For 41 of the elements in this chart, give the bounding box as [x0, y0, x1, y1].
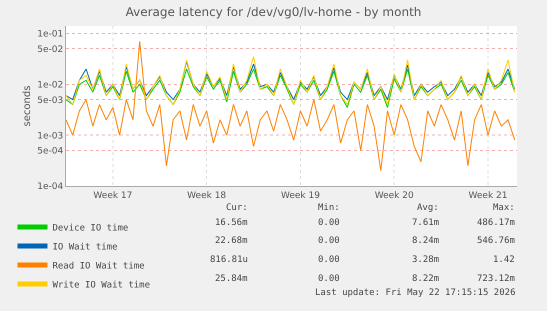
- y-tick-label: 1e-01: [37, 30, 64, 40]
- legend-label: Device IO time: [52, 224, 128, 234]
- legend-label: Write IO Wait time: [52, 280, 150, 291]
- x-tick-label: Week 21: [468, 190, 508, 201]
- y-axis-title: seconds: [22, 86, 34, 126]
- text: 8.24m: [412, 236, 440, 246]
- x-tick-label: Week 18: [187, 190, 226, 201]
- text: 723.12m: [477, 274, 515, 284]
- y-tick-label: 5e-04: [37, 146, 64, 157]
- y-tick-label: 5e-02: [37, 44, 64, 55]
- text: 22.68m: [215, 236, 248, 246]
- line-series: [66, 68, 516, 108]
- text: 0.00: [318, 236, 340, 246]
- text: 816.81u: [210, 255, 248, 265]
- y-tick-label: 1e-02: [37, 80, 64, 90]
- text: 0.00: [318, 274, 340, 284]
- x-tick-label: Week 20: [374, 190, 414, 201]
- text: 8.22m: [412, 274, 440, 284]
- y-tick-label: 1e-04: [37, 182, 64, 192]
- text: 486.17m: [477, 218, 515, 228]
- text: 25.84m: [215, 274, 248, 284]
- text: 7.61m: [412, 218, 440, 228]
- text: Cur:: [226, 203, 248, 213]
- x-tick-label: Week 19: [280, 190, 320, 201]
- chart-title: Average latency for /dev/vg0/lv-home - by month: [126, 5, 422, 20]
- y-tick-label: 5e-03: [37, 96, 64, 106]
- text: 16.56m: [215, 218, 248, 228]
- text: Last update: Fri May 22 17:15:15 2026: [315, 288, 516, 298]
- y-tick-label: 1e-03: [37, 131, 64, 142]
- text: 0.00: [318, 255, 340, 265]
- text: Avg:: [417, 203, 439, 213]
- x-tick-label: Week 17: [93, 190, 132, 201]
- text: 3.28m: [412, 255, 440, 265]
- text: 1.42: [493, 255, 515, 265]
- text: 546.76m: [477, 236, 515, 246]
- legend-label: Read IO Wait time: [52, 262, 145, 272]
- text: Max:: [493, 203, 515, 213]
- legend-label: IO Wait time: [52, 242, 118, 253]
- text: 0.00: [318, 218, 340, 228]
- line-series: [66, 40, 516, 172]
- text: Min:: [318, 203, 340, 213]
